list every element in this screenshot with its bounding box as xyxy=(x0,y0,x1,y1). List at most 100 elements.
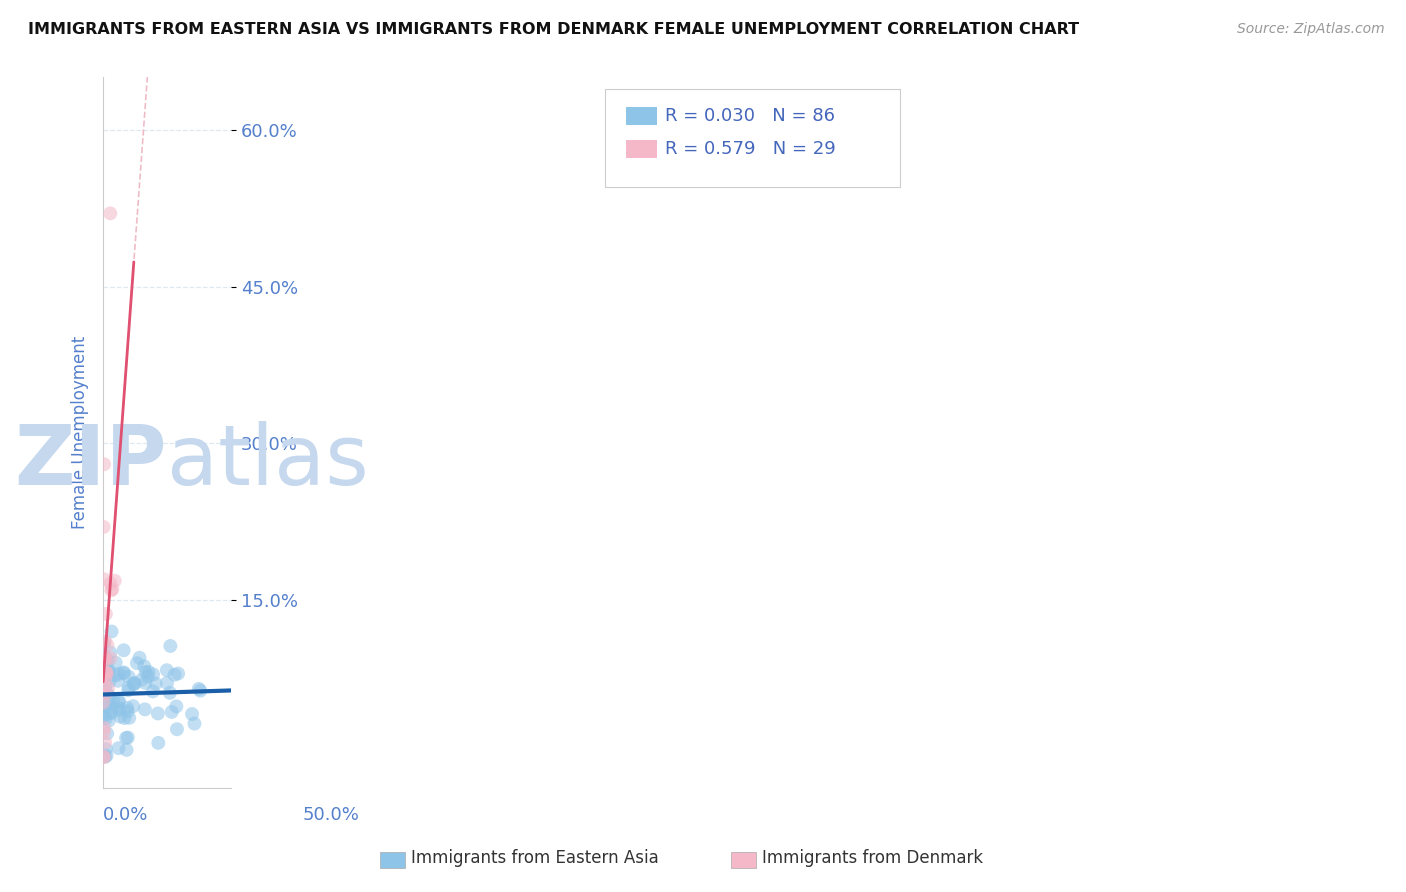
Point xyxy=(166,723,188,737)
Point xyxy=(93,706,115,721)
Point xyxy=(91,750,114,764)
Point xyxy=(124,677,146,691)
Point xyxy=(100,651,122,665)
Point xyxy=(100,624,122,639)
Text: R = 0.030   N = 86: R = 0.030 N = 86 xyxy=(665,107,835,125)
Point xyxy=(146,706,169,721)
Point xyxy=(101,582,124,596)
Point xyxy=(107,695,129,709)
Point xyxy=(104,668,127,682)
Point xyxy=(93,520,115,534)
Point xyxy=(145,676,167,690)
Point xyxy=(97,681,120,695)
Point xyxy=(108,694,131,708)
Point xyxy=(117,731,139,745)
Point xyxy=(159,686,181,700)
Point xyxy=(159,639,181,653)
Point xyxy=(93,686,115,700)
Point xyxy=(98,645,121,659)
Point xyxy=(97,688,120,702)
Text: ZIP: ZIP xyxy=(14,421,167,502)
Text: Immigrants from Denmark: Immigrants from Denmark xyxy=(762,849,983,867)
Point xyxy=(138,665,160,679)
Point xyxy=(93,679,115,693)
Point xyxy=(135,665,157,679)
Point xyxy=(96,667,118,681)
Point xyxy=(156,663,179,677)
Point xyxy=(125,656,148,670)
Point xyxy=(115,743,138,757)
Point xyxy=(93,663,115,677)
Point xyxy=(93,725,115,739)
Point xyxy=(183,716,205,731)
Point xyxy=(134,676,156,690)
Text: IMMIGRANTS FROM EASTERN ASIA VS IMMIGRANTS FROM DENMARK FEMALE UNEMPLOYMENT CORR: IMMIGRANTS FROM EASTERN ASIA VS IMMIGRAN… xyxy=(28,22,1080,37)
Point xyxy=(167,666,190,681)
Point xyxy=(142,667,165,681)
Point xyxy=(98,695,121,709)
Point xyxy=(100,706,122,720)
Point xyxy=(142,684,165,698)
Point xyxy=(156,676,179,690)
Point xyxy=(100,576,122,591)
Point xyxy=(93,721,115,735)
Point xyxy=(94,699,117,714)
Point xyxy=(112,666,135,681)
Point xyxy=(94,678,117,692)
Point xyxy=(112,665,135,680)
Point xyxy=(117,704,139,718)
Point xyxy=(98,674,121,689)
Point xyxy=(134,702,156,716)
Point xyxy=(118,711,141,725)
Point xyxy=(108,701,131,715)
Point xyxy=(128,650,150,665)
Text: Source: ZipAtlas.com: Source: ZipAtlas.com xyxy=(1237,22,1385,37)
Point xyxy=(93,709,115,723)
Point xyxy=(165,699,187,714)
Point xyxy=(107,741,129,756)
Point xyxy=(94,672,117,686)
Point xyxy=(94,687,117,701)
Point xyxy=(108,703,131,717)
Point xyxy=(100,583,122,598)
Point xyxy=(96,684,118,698)
Point xyxy=(94,735,117,749)
Point xyxy=(97,654,120,668)
Point xyxy=(98,665,121,679)
Point xyxy=(96,638,118,652)
Point xyxy=(93,572,115,586)
Point xyxy=(91,668,114,682)
Point xyxy=(107,673,129,688)
Point xyxy=(96,726,118,740)
Point xyxy=(93,660,115,674)
Point xyxy=(94,712,117,726)
Point xyxy=(100,706,122,720)
Point xyxy=(148,736,170,750)
Text: Immigrants from Eastern Asia: Immigrants from Eastern Asia xyxy=(411,849,658,867)
Point xyxy=(115,701,138,715)
Point xyxy=(94,607,117,621)
Point xyxy=(163,667,186,681)
Point xyxy=(104,574,127,588)
Point xyxy=(187,681,209,696)
Point xyxy=(108,666,131,681)
Point xyxy=(181,707,204,722)
Point xyxy=(114,711,136,725)
Point xyxy=(91,672,114,686)
Point xyxy=(97,714,120,728)
Point xyxy=(93,649,115,664)
Text: atlas: atlas xyxy=(167,421,368,502)
Point xyxy=(91,648,114,663)
Point xyxy=(101,701,124,715)
Point xyxy=(98,206,121,220)
Point xyxy=(94,750,117,764)
Point xyxy=(96,748,118,763)
Point xyxy=(188,683,211,698)
Point xyxy=(93,696,115,710)
Point xyxy=(110,709,132,723)
Point xyxy=(94,698,117,713)
Point xyxy=(96,665,118,680)
Point xyxy=(94,634,117,648)
Point xyxy=(160,705,183,719)
Point xyxy=(124,676,146,690)
